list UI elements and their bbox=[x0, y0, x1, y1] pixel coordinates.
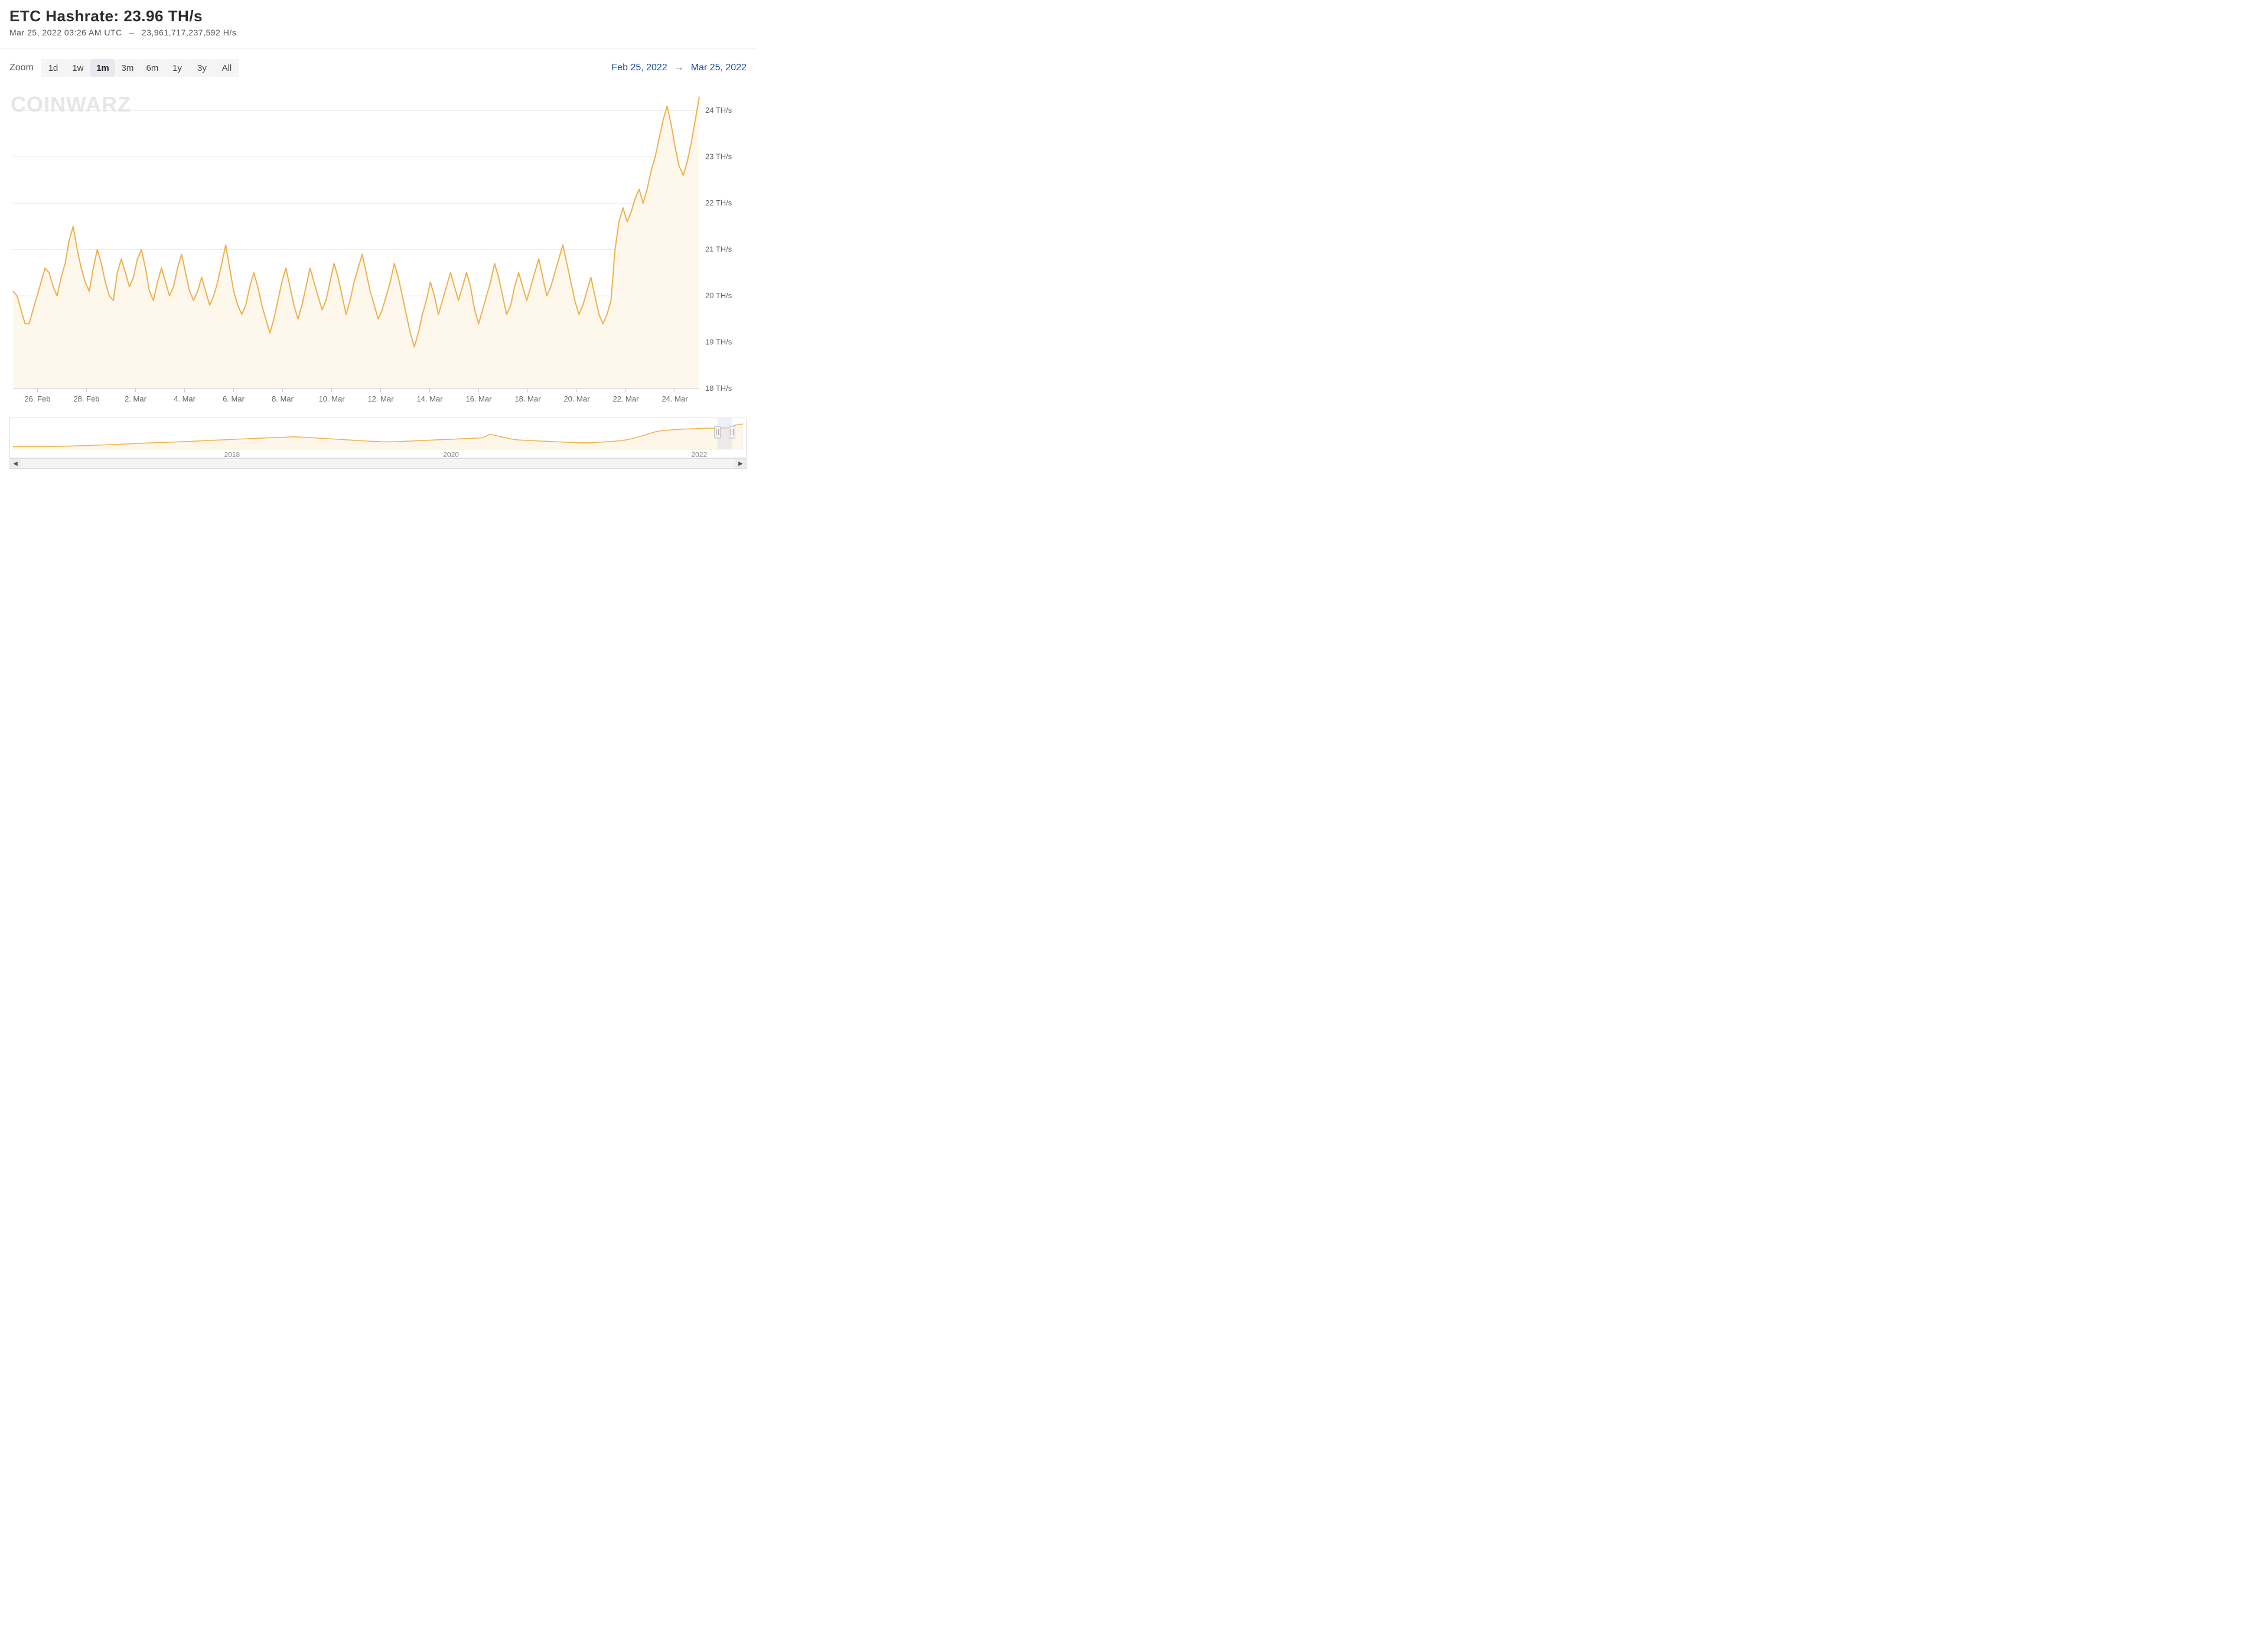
zoom-group: Zoom 1d1w1m3m6m1y3yAll bbox=[9, 59, 239, 77]
controls-row: Zoom 1d1w1m3m6m1y3yAll Feb 25, 2022 → Ma… bbox=[0, 48, 756, 81]
date-from[interactable]: Feb 25, 2022 bbox=[611, 63, 667, 73]
svg-text:22 TH/s: 22 TH/s bbox=[705, 198, 732, 207]
svg-text:8. Mar: 8. Mar bbox=[272, 394, 294, 403]
svg-text:24. Mar: 24. Mar bbox=[662, 394, 688, 403]
svg-text:23 TH/s: 23 TH/s bbox=[705, 152, 732, 161]
svg-text:14. Mar: 14. Mar bbox=[416, 394, 443, 403]
header: ETC Hashrate: 23.96 TH/s Mar 25, 2022 03… bbox=[0, 0, 756, 43]
page-title: ETC Hashrate: 23.96 TH/s bbox=[9, 7, 747, 25]
svg-text:2020: 2020 bbox=[443, 451, 459, 458]
dash: – bbox=[129, 28, 134, 37]
svg-text:2018: 2018 bbox=[224, 451, 240, 458]
svg-text:18 TH/s: 18 TH/s bbox=[705, 384, 732, 393]
zoom-6m-button[interactable]: 6m bbox=[140, 59, 165, 77]
date-range: Feb 25, 2022 → Mar 25, 2022 bbox=[611, 63, 747, 73]
svg-text:24 TH/s: 24 TH/s bbox=[705, 106, 732, 115]
hashrate-chart[interactable]: 18 TH/s 19 TH/s 20 TH/s 21 TH/s 22 TH/s 23 TH… bbox=[9, 81, 747, 412]
svg-text:18. Mar: 18. Mar bbox=[514, 394, 541, 403]
svg-text:19 TH/s: 19 TH/s bbox=[705, 338, 732, 347]
svg-text:20 TH/s: 20 TH/s bbox=[705, 291, 732, 300]
svg-text:21 TH/s: 21 TH/s bbox=[705, 245, 732, 254]
svg-text:28. Feb: 28. Feb bbox=[73, 394, 99, 403]
svg-text:4. Mar: 4. Mar bbox=[174, 394, 196, 403]
zoom-1w-button[interactable]: 1w bbox=[66, 59, 90, 77]
svg-text:2022: 2022 bbox=[691, 451, 707, 458]
zoom-all-button[interactable]: All bbox=[214, 59, 239, 77]
navigator-chart[interactable]: 2018 2020 2022 bbox=[9, 417, 747, 458]
svg-text:2. Mar: 2. Mar bbox=[125, 394, 147, 403]
zoom-1m-button[interactable]: 1m bbox=[90, 59, 115, 77]
scroll-track[interactable] bbox=[21, 459, 735, 468]
zoom-1y-button[interactable]: 1y bbox=[165, 59, 190, 77]
arrow-right-icon: → bbox=[674, 63, 684, 73]
svg-text:10. Mar: 10. Mar bbox=[318, 394, 345, 403]
zoom-3y-button[interactable]: 3y bbox=[190, 59, 214, 77]
watermark: CoinWarz bbox=[11, 92, 131, 117]
scroll-left-button[interactable]: ◀ bbox=[10, 459, 21, 468]
svg-text:12. Mar: 12. Mar bbox=[367, 394, 394, 403]
raw-hashrate: 23,961,717,237,592 H/s bbox=[142, 28, 236, 37]
svg-text:26. Feb: 26. Feb bbox=[24, 394, 50, 403]
scrollbar[interactable]: ◀ ▶ bbox=[9, 458, 747, 469]
zoom-3m-button[interactable]: 3m bbox=[115, 59, 140, 77]
svg-text:20. Mar: 20. Mar bbox=[563, 394, 590, 403]
subtitle: Mar 25, 2022 03:26 AM UTC – 23,961,717,2… bbox=[9, 28, 747, 37]
navigator[interactable]: 2018 2020 2022 bbox=[0, 412, 756, 458]
timestamp: Mar 25, 2022 03:26 AM UTC bbox=[9, 28, 122, 37]
zoom-1d-button[interactable]: 1d bbox=[41, 59, 66, 77]
svg-text:16. Mar: 16. Mar bbox=[465, 394, 492, 403]
svg-text:22. Mar: 22. Mar bbox=[612, 394, 639, 403]
scroll-right-button[interactable]: ▶ bbox=[735, 459, 746, 468]
date-to[interactable]: Mar 25, 2022 bbox=[691, 63, 747, 73]
zoom-label: Zoom bbox=[9, 63, 34, 73]
chart-container: CoinWarz 18 TH/s 19 TH/s 20 TH/s 21 TH/s 22 … bbox=[0, 81, 756, 412]
svg-text:6. Mar: 6. Mar bbox=[223, 394, 245, 403]
